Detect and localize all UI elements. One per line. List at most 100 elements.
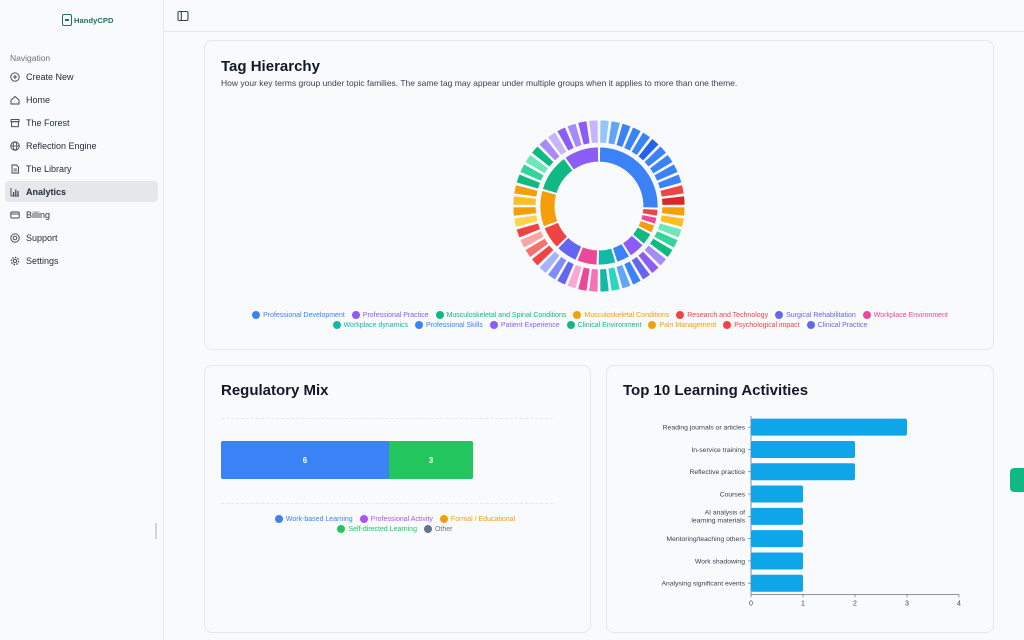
legend-item[interactable]: Self-directed Learning — [337, 525, 417, 533]
sunburst-tag-segment[interactable] — [513, 214, 539, 228]
sunburst-group-segment[interactable] — [541, 157, 574, 194]
sunburst-tag-segment[interactable] — [538, 250, 561, 275]
sunburst-tag-segment[interactable] — [661, 206, 686, 217]
sunburst-tag-segment[interactable] — [659, 184, 685, 198]
sunburst-tag-segment[interactable] — [588, 119, 599, 144]
sidebar-item-reflection-engine[interactable]: Reflection Engine — [5, 135, 158, 156]
sunburst-group-segment[interactable] — [557, 236, 583, 261]
sunburst-group-segment[interactable] — [597, 247, 617, 266]
sidebar-item-settings[interactable]: Settings — [5, 250, 158, 271]
sunburst-tag-segment[interactable] — [607, 266, 621, 292]
bar[interactable] — [751, 552, 803, 570]
sunburst-tag-segment[interactable] — [599, 268, 610, 293]
sunburst-group-segment[interactable] — [612, 243, 631, 263]
sunburst-group-segment[interactable] — [576, 246, 598, 266]
sunburst-group-segment[interactable] — [564, 146, 599, 171]
bar[interactable] — [751, 463, 855, 481]
legend-item[interactable]: Psychological impact — [723, 321, 800, 329]
sunburst-tag-segment[interactable] — [530, 244, 555, 267]
legend-item[interactable]: Work-based Learning — [274, 515, 353, 523]
sunburst-tag-segment[interactable] — [546, 131, 568, 157]
sunburst-tag-segment[interactable] — [524, 153, 550, 175]
sunburst-group-segment[interactable] — [641, 208, 659, 217]
sunburst-tag-segment[interactable] — [512, 206, 537, 217]
sunburst-tag-segment[interactable] — [648, 153, 674, 175]
tag-sunburst-chart[interactable] — [504, 111, 694, 301]
sunburst-tag-segment[interactable] — [515, 222, 542, 239]
sunburst-tag-segment[interactable] — [637, 137, 660, 162]
sunburst-tag-segment[interactable] — [659, 214, 685, 228]
sidebar-toggle-icon[interactable] — [177, 9, 189, 22]
legend-item[interactable]: Professional Practice — [351, 311, 429, 319]
legend-item[interactable]: Professional Development — [252, 311, 345, 319]
feedback-tab[interactable] — [1010, 468, 1024, 492]
sunburst-tag-segment[interactable] — [577, 120, 591, 146]
sunburst-tag-segment[interactable] — [615, 263, 632, 290]
legend-item[interactable]: Other — [423, 525, 453, 533]
sunburst-group-segment[interactable] — [543, 221, 569, 248]
sunburst-group-segment[interactable] — [640, 214, 658, 225]
sidebar-item-analytics[interactable]: Analytics — [5, 181, 158, 202]
sunburst-tag-segment[interactable] — [512, 195, 537, 206]
sunburst-tag-segment[interactable] — [607, 120, 621, 146]
sunburst-tag-segment[interactable] — [519, 230, 545, 249]
sunburst-tag-segment[interactable] — [630, 255, 652, 281]
regulatory-bar-segment[interactable]: 6 — [221, 441, 389, 479]
sunburst-group-segment[interactable] — [637, 219, 656, 234]
legend-item[interactable]: Clinical Environment — [566, 321, 641, 329]
sunburst-tag-segment[interactable] — [556, 126, 575, 152]
sidebar-item-the-forest[interactable]: The Forest — [5, 112, 158, 133]
sidebar-item-the-library[interactable]: The Library — [5, 158, 158, 179]
sunburst-tag-segment[interactable] — [530, 145, 555, 168]
sunburst-tag-segment[interactable] — [643, 145, 668, 168]
sunburst-tag-segment[interactable] — [653, 230, 679, 249]
regulatory-bar-segment[interactable]: 3 — [389, 441, 473, 479]
bar[interactable] — [751, 530, 803, 548]
sunburst-tag-segment[interactable] — [623, 126, 642, 152]
sunburst-group-segment[interactable] — [539, 190, 559, 228]
sunburst-tag-segment[interactable] — [546, 255, 568, 281]
sunburst-tag-segment[interactable] — [637, 250, 660, 275]
app-logo[interactable]: HandyCPD — [62, 14, 114, 26]
sunburst-tag-segment[interactable] — [513, 184, 539, 198]
sunburst-tag-segment[interactable] — [656, 173, 683, 190]
sidebar-resize-handle[interactable] — [155, 523, 157, 539]
legend-item[interactable]: Pain Management — [648, 321, 716, 329]
legend-item[interactable]: Formal / Educational — [439, 515, 515, 523]
sunburst-tag-segment[interactable] — [556, 260, 575, 286]
legend-item[interactable]: Surgical Rehabilitation — [775, 311, 856, 319]
legend-item[interactable]: Workplace dynamics — [332, 321, 408, 329]
bar[interactable] — [751, 440, 855, 458]
sunburst-group-segment[interactable] — [599, 146, 659, 209]
sunburst-tag-segment[interactable] — [524, 237, 550, 259]
sunburst-tag-segment[interactable] — [648, 237, 674, 259]
legend-item[interactable]: Patient Experience — [489, 321, 560, 329]
bar[interactable] — [751, 418, 907, 436]
bar[interactable] — [751, 485, 803, 503]
legend-item[interactable]: Research and Technology — [676, 311, 768, 319]
sunburst-tag-segment[interactable] — [615, 122, 632, 149]
legend-item[interactable]: Professional Skills — [415, 321, 483, 329]
sunburst-group-segment[interactable] — [631, 226, 652, 245]
sunburst-tag-segment[interactable] — [643, 244, 668, 267]
sunburst-tag-segment[interactable] — [515, 173, 542, 190]
sunburst-tag-segment[interactable] — [519, 163, 545, 182]
sidebar-item-support[interactable]: Support — [5, 227, 158, 248]
sunburst-tag-segment[interactable] — [656, 222, 683, 239]
sidebar-item-billing[interactable]: Billing — [5, 204, 158, 225]
sunburst-tag-segment[interactable] — [630, 131, 652, 157]
sunburst-tag-segment[interactable] — [599, 119, 610, 144]
sunburst-tag-segment[interactable] — [661, 195, 686, 206]
sunburst-tag-segment[interactable] — [623, 260, 642, 286]
sunburst-tag-segment[interactable] — [538, 137, 561, 162]
sidebar-item-home[interactable]: Home — [5, 89, 158, 110]
sunburst-tag-segment[interactable] — [653, 163, 679, 182]
sunburst-tag-segment[interactable] — [588, 268, 599, 293]
legend-item[interactable]: Clinical Practice — [806, 321, 867, 329]
legend-item[interactable]: Professional Activity — [359, 515, 433, 523]
sunburst-tag-segment[interactable] — [577, 266, 591, 292]
bar[interactable] — [751, 574, 803, 592]
sidebar-item-create-new[interactable]: Create New — [5, 66, 158, 87]
sunburst-group-segment[interactable] — [622, 234, 644, 257]
sunburst-tag-segment[interactable] — [566, 122, 583, 149]
